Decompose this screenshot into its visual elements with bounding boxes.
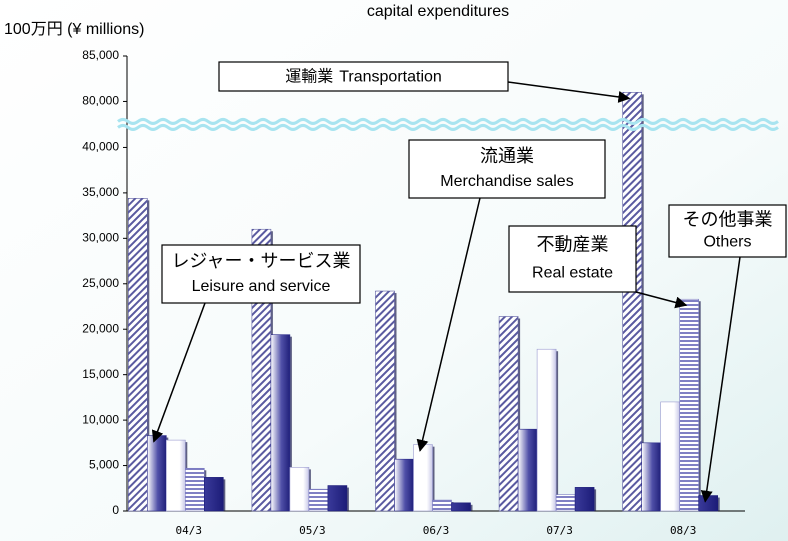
- bar: [451, 502, 471, 512]
- annotation-arrow: [635, 291, 688, 309]
- x-tick-label: 07/3: [546, 524, 573, 537]
- bar: [498, 316, 519, 512]
- annotation-arrow: [416, 197, 481, 452]
- annotation-box: [218, 61, 509, 92]
- y-tick-label: 30,000: [82, 231, 119, 245]
- bar: [517, 428, 538, 512]
- series-name-en: Merchandise sales: [440, 173, 573, 190]
- bar: [679, 298, 700, 512]
- x-tick-label: 05/3: [299, 524, 326, 537]
- bar: [128, 198, 148, 512]
- bar: [660, 401, 681, 512]
- series-name: 不動産業: [537, 235, 609, 255]
- bar: [147, 435, 167, 512]
- series-name: 運輸業: [285, 68, 333, 86]
- x-tick-label: 06/3: [423, 524, 450, 537]
- bar: [308, 488, 329, 512]
- series-name-en: Transportation: [339, 69, 442, 86]
- series-name: 流通業: [480, 146, 534, 166]
- bar: [166, 439, 186, 512]
- y-tick-label: 5,000: [89, 458, 119, 472]
- bar: [641, 442, 662, 512]
- series-name-en: Real estate: [532, 265, 613, 282]
- annotation-arrow: [507, 81, 631, 103]
- y-tick-label: 10,000: [82, 412, 119, 426]
- x-tick-label: 04/3: [176, 524, 203, 537]
- y-tick-label: 25,000: [82, 276, 119, 290]
- annotation-box: [508, 225, 637, 293]
- y-axis-label: 100万円 (¥ millions): [4, 21, 145, 38]
- bar: [555, 494, 576, 512]
- axis-break: [117, 117, 779, 131]
- bar: [327, 485, 348, 512]
- series-name-en: Others: [703, 234, 751, 251]
- x-tick-label: 08/3: [670, 524, 697, 537]
- annotation-box: [408, 139, 606, 199]
- series-name: その他事業: [683, 209, 773, 229]
- bar: [574, 487, 595, 512]
- bar: [413, 444, 433, 512]
- y-tick-label: 0: [112, 503, 119, 517]
- y-tick-label: 20,000: [82, 321, 119, 335]
- bar: [185, 467, 205, 512]
- annotation-text: 運輸業 Transportation: [285, 68, 442, 86]
- bar: [204, 477, 224, 512]
- bar: [536, 348, 557, 512]
- bar: [698, 495, 719, 512]
- annotation-box: [668, 204, 787, 258]
- y-tick-label: 35,000: [82, 185, 119, 199]
- bar: [289, 467, 310, 512]
- annotation-arrow: [700, 256, 741, 503]
- annotation-box: [161, 244, 361, 304]
- y-tick-label: 15,000: [82, 367, 119, 381]
- bar: [394, 458, 414, 512]
- annotation-arrow: [151, 302, 206, 443]
- y-tick-label: 80,000: [82, 94, 119, 108]
- y-tick-label: 85,000: [82, 48, 119, 62]
- chart-title: capital expenditures: [367, 3, 509, 20]
- bar: [432, 499, 452, 512]
- y-tick-label: 40,000: [82, 140, 119, 154]
- bar: [375, 290, 395, 512]
- series-name: レジャー・サービス業: [171, 251, 350, 271]
- bar: [270, 334, 291, 512]
- bar: [622, 92, 643, 512]
- series-name-en: Leisure and service: [192, 278, 331, 295]
